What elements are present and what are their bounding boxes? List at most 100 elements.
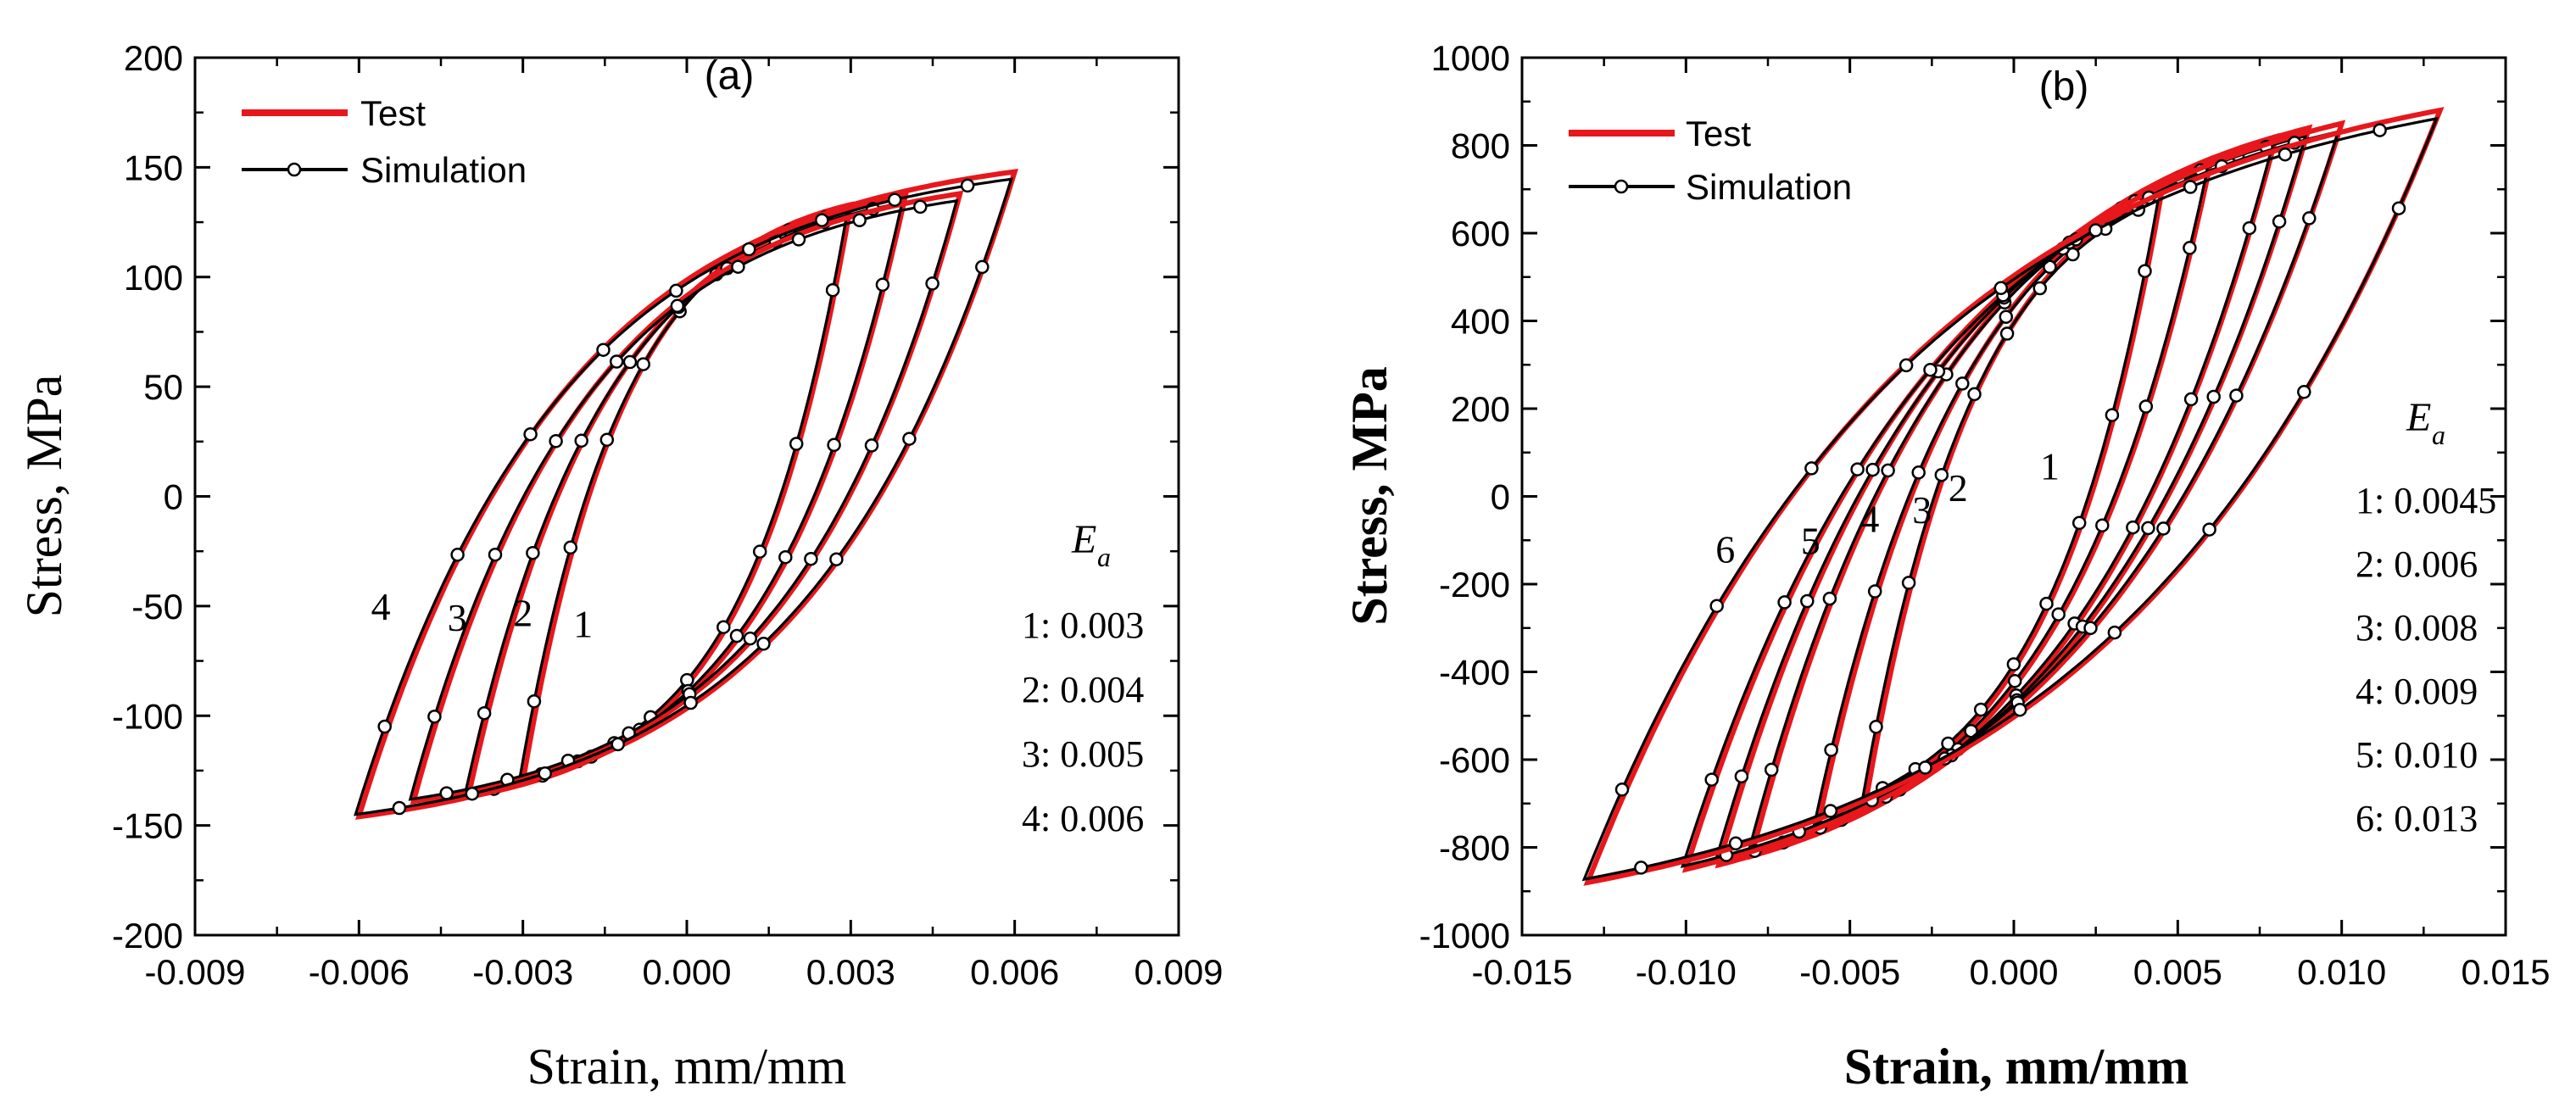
y-axis-title-a: Stress, MPa [16,375,72,618]
simulation-marker-b-6 [1918,760,1932,775]
y-tick-label-a: 100 [124,258,183,298]
y-tick-label-b: -200 [1439,565,1510,604]
simulation-marker-b-4 [1800,593,1815,609]
amplitude-legend-a: E a 1: 0.003 2: 0.004 3: 0.005 4: 0.006 [1022,517,1144,839]
x-axis-a: -0.009 -0.006 -0.003 0.000 0.003 0.006 0.009 [144,58,1224,992]
simulation-marker-b-4 [1734,769,1749,783]
amplitude-entry-b-3: 3: 0.008 [2356,607,2478,649]
simulation-marker-a-2 [622,354,638,370]
simulation-marker-b-5 [1850,462,1865,476]
y-tick-label-b: -600 [1439,740,1510,780]
simulation-marker-a-1 [825,282,840,298]
simulation-marker-b-2 [2095,518,2110,532]
curve-labels-a: 12 3 4 [371,585,593,646]
simulation-marker-a-4 [596,343,611,357]
simulation-marker-b-6 [2372,123,2387,137]
y-tick-label-b: 200 [1451,389,1510,429]
simulation-marker-b-6 [1634,861,1648,875]
simulation-marker-a-3 [913,199,928,214]
test-curve-b-4 [1715,124,2313,869]
simulation-marker-a-4 [815,213,829,227]
curve-label-b-4: 4 [1860,497,1879,540]
panel-label-b: (b) [2039,64,2089,109]
y-tick-label-a: -200 [112,916,183,955]
simulation-marker-b-1 [2006,657,2021,671]
amplitude-entry-b-6: 6: 0.013 [2356,798,2478,839]
legend-test-label-b: Test [1686,114,1751,153]
simulation-marker-a-4 [377,719,392,734]
y-tick-label-b: 400 [1451,302,1510,342]
simulation-marker-b-1 [2105,408,2120,422]
simulation-marker-a-2 [477,705,492,721]
legend-simulation-label-a: Simulation [360,150,527,190]
simulation-marker-b-6 [2012,702,2027,717]
y-axis-title-b: Stress, MPa [1341,366,1397,626]
amplitude-title-b: E [2406,395,2431,440]
simulation-marker-a-3 [804,551,818,566]
simulation-marker-a-3 [864,438,879,453]
y-tick-label-a: -150 [112,806,183,846]
simulation-marker-a-4 [523,426,538,442]
legend-simulation-marker-a [287,162,302,177]
simulation-marker-b-1 [1934,467,1949,482]
x-tick-label-b: -0.010 [1636,952,1737,992]
simulation-marker-b-4 [2272,214,2287,229]
y-tick-label-b: -400 [1439,653,1510,693]
simulation-marker-a-4 [756,637,771,651]
simulation-marker-b-6 [2088,223,2103,237]
simulation-marker-a-1 [563,540,578,555]
y-tick-label-b: 800 [1451,126,1510,166]
chart-panel-a: 200 150 100 50 0 -50 -100 -150 -200 -0.009 -0.006… [16,38,1224,1095]
simulation-marker-b-3 [2183,392,2199,407]
panel-label-a: (a) [705,53,755,98]
y-axis-a: 200 150 100 50 0 -50 -100 -150 -200 [112,38,1179,955]
x-axis-title-a: Strain, mm/mm [527,1039,847,1095]
x-tick-label-b: -0.015 [1471,952,1572,992]
x-tick-label-a: 0.000 [642,952,731,992]
x-tick-label-a: -0.009 [144,952,245,992]
simulation-marker-a-2 [729,628,744,643]
y-tick-label-a: 50 [143,367,183,407]
simulation-marker-b-2 [1999,309,2014,324]
x-tick-label-a: -0.006 [309,952,410,992]
simulation-marker-b-5 [1923,362,1938,377]
x-tick-label-a: 0.009 [1134,952,1223,992]
simulation-marker-b-6 [2391,201,2406,215]
simulation-marker-a-4 [450,548,465,562]
simulation-marker-a-2 [778,549,793,565]
simulation-marker-b-3 [1881,463,1895,478]
simulation-marker-a-3 [743,631,758,646]
simulation-marker-a-2 [827,437,841,453]
y-tick-label-b: 600 [1451,214,1510,253]
simulation-marker-b-3 [2126,520,2140,535]
simulation-marker-b-6 [1993,281,2009,296]
simulation-marker-b-6 [2297,385,2311,399]
simulation-marker-a-3 [731,259,745,274]
amplitude-title-a: E [1071,517,1096,562]
simulation-marker-b-1 [1999,326,2015,341]
simulation-marker-a-2 [526,545,540,560]
y-tick-label-a: 200 [124,38,183,78]
hysteresis-curves-a [354,169,1018,820]
x-tick-label-a: 0.003 [806,952,895,992]
curve-label-b-2: 2 [1949,466,1968,510]
simulation-marker-a-3 [549,434,563,448]
y-tick-label-a: -100 [112,696,183,736]
simulation-marker-a-4 [960,178,975,193]
simulation-marker-b-6 [2278,147,2293,162]
amplitude-title-sub-b: a [2432,420,2445,450]
simulation-marker-a-4 [742,242,756,257]
simulation-marker-a-1 [599,432,615,447]
simulation-marker-a-4 [829,552,844,566]
simulation-marker-b-2 [1867,584,1882,599]
simulation-marker-b-2 [1911,465,1926,480]
x-tick-label-b: 0.015 [2461,952,2550,992]
simulation-marker-a-3 [488,547,503,562]
curve-label-b-1: 1 [2040,444,2060,487]
simulation-marker-a-1 [716,620,731,634]
simulation-marker-a-1 [636,357,650,371]
simulation-marker-b-1 [1869,720,1883,734]
simulation-marker-b-6 [1614,783,1630,797]
simulation-marker-a-4 [538,766,552,781]
